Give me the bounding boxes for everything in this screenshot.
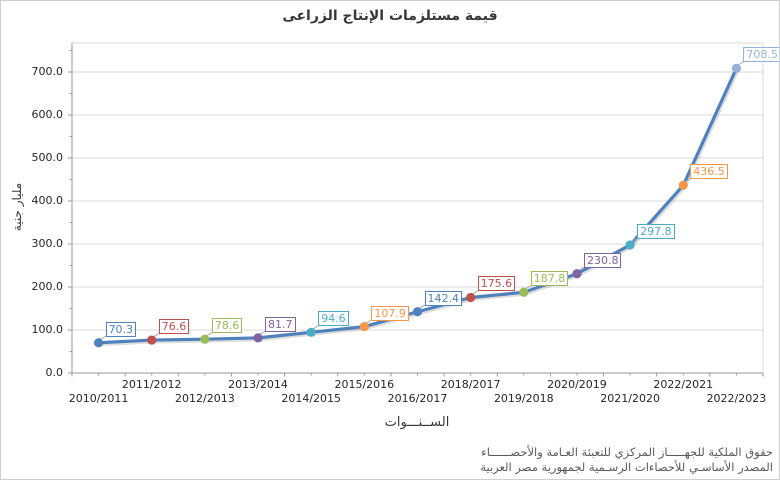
data-point-marker: [466, 292, 476, 303]
series-line: [96, 66, 739, 345]
plot-area: [68, 42, 764, 377]
data-point-marker: [625, 240, 635, 250]
data-point-marker: [147, 335, 157, 345]
chart-title: قيمة مستلزمات الإنتاج الزراعى: [282, 8, 498, 24]
series-line-shadow: [99, 69, 740, 347]
data-point-marker: [200, 334, 210, 344]
data-point-marker: [359, 322, 369, 332]
data-point-marker: [93, 338, 104, 348]
data-point-marker: [253, 333, 263, 343]
data-point-marker: [306, 327, 316, 337]
footer-line-2: المصدر الأساسـي للأحصاءات الرسـمية لجمهو…: [480, 460, 773, 474]
data-point-marker: [678, 180, 688, 190]
footer-line-1: حقوق الملكية للجهـــــاز المركزي للتعبئة…: [481, 445, 773, 459]
data-point-marker: [731, 63, 742, 73]
footer: حقوق الملكية للجهـــــاز المركزي للتعبئة…: [480, 445, 773, 475]
data-point-marker: [572, 269, 582, 279]
data-point-marker: [519, 287, 529, 297]
data-point-marker: [412, 307, 423, 317]
x-axis-title: الســنـــوات: [384, 415, 450, 430]
